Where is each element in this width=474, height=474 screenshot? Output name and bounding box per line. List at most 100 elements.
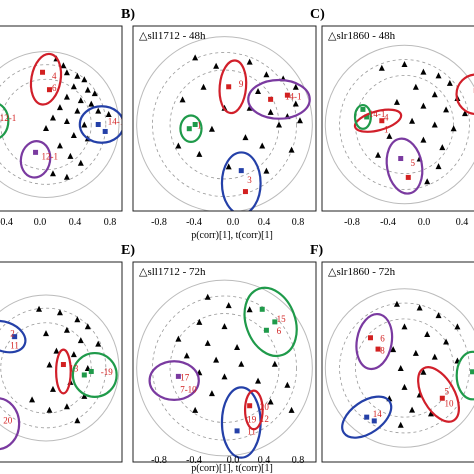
cluster-ellipse bbox=[353, 108, 403, 133]
triangle-point bbox=[49, 114, 56, 121]
outer-circle bbox=[136, 279, 313, 457]
point-label: 8 bbox=[380, 346, 385, 356]
square-point bbox=[375, 346, 381, 352]
panel-plot-area: 65314810 bbox=[324, 288, 474, 448]
x-axis-label: p(corr)[1], t(corr)[1] bbox=[191, 230, 273, 241]
point-label: 11 bbox=[247, 427, 256, 437]
triangle-point bbox=[95, 107, 102, 114]
triangle-point bbox=[234, 344, 241, 351]
x-tick-label: -0.8 bbox=[151, 455, 167, 466]
x-tick-label: -0.4 bbox=[186, 217, 202, 228]
triangle-point bbox=[427, 410, 434, 417]
triangle-point bbox=[435, 163, 442, 170]
cluster-ellipse bbox=[0, 397, 21, 451]
square-point bbox=[364, 414, 370, 420]
outer-circle bbox=[324, 288, 474, 448]
square-point bbox=[33, 149, 39, 155]
mid-dashed-circle bbox=[152, 295, 297, 441]
triangle-point bbox=[461, 110, 468, 117]
panel-plot-area: 9 14-1 1 3 bbox=[136, 36, 313, 211]
triangle-point bbox=[204, 293, 211, 300]
square-point bbox=[192, 122, 198, 127]
triangle-point bbox=[43, 124, 49, 131]
outer-circle bbox=[136, 36, 313, 211]
point-label: 20 bbox=[3, 416, 13, 426]
inner-dashed-circle bbox=[169, 69, 280, 180]
cluster-ellipse bbox=[148, 360, 200, 402]
triangle-point bbox=[63, 93, 70, 100]
triangle-point bbox=[81, 76, 88, 83]
panel-4: 2 13 -19 20 11 bbox=[0, 261, 123, 463]
triangle-point bbox=[443, 338, 450, 345]
triangle-point bbox=[431, 353, 438, 360]
triangle-point bbox=[393, 300, 400, 307]
triangle-point bbox=[200, 83, 207, 90]
triangle-point bbox=[192, 406, 199, 413]
triangle-point bbox=[196, 318, 203, 325]
triangle-point bbox=[70, 351, 77, 358]
panel-title: △slr1860 - 72h bbox=[328, 266, 396, 278]
triangle-point bbox=[246, 306, 253, 313]
square-point bbox=[263, 327, 269, 333]
square-point bbox=[367, 335, 373, 341]
x-tick-label: -0.4 bbox=[186, 455, 202, 466]
point-label: 15 bbox=[277, 314, 287, 324]
point-label: 5 bbox=[445, 386, 450, 396]
triangle-point bbox=[29, 396, 36, 403]
cluster-ellipse bbox=[385, 137, 424, 195]
triangle-point bbox=[255, 377, 262, 384]
square-point bbox=[102, 128, 108, 134]
square-point bbox=[268, 96, 274, 102]
triangle-point bbox=[420, 368, 427, 375]
x-tick-label: 0.0 bbox=[227, 455, 240, 466]
cluster-ellipse bbox=[71, 351, 118, 398]
panel-frame bbox=[0, 25, 123, 212]
square-point bbox=[234, 428, 240, 434]
triangle-point bbox=[267, 398, 274, 405]
panel-6: 65314810 bbox=[321, 261, 474, 463]
x-axis-label: p(corr)[1], t(corr)[1] bbox=[191, 463, 273, 474]
square-point bbox=[175, 373, 181, 379]
x-tick-label: 0.4 bbox=[69, 217, 82, 228]
triangle-point bbox=[63, 118, 70, 125]
point-label: 17 bbox=[180, 373, 190, 383]
square-point bbox=[259, 306, 265, 312]
point-label: 4 bbox=[384, 113, 389, 123]
inner-dashed-circle bbox=[354, 74, 455, 175]
cluster-ellipse bbox=[0, 103, 10, 139]
triangle-point bbox=[386, 132, 393, 139]
panel-letter: F) bbox=[310, 243, 324, 258]
point-label: 14-1 bbox=[285, 91, 302, 101]
triangle-point bbox=[412, 83, 419, 90]
x-tick-label: 0.0 bbox=[227, 217, 240, 228]
triangle-point bbox=[192, 54, 199, 61]
cluster-ellipse bbox=[355, 312, 394, 371]
triangle-point bbox=[183, 352, 190, 359]
triangle-point bbox=[292, 100, 299, 107]
cluster-ellipse bbox=[218, 59, 248, 115]
triangle-point bbox=[91, 90, 98, 97]
x-tick-label: 0.4 bbox=[258, 455, 271, 466]
square-point bbox=[226, 84, 232, 90]
point-label: 12-1 bbox=[0, 113, 16, 123]
triangle-point bbox=[63, 403, 70, 410]
triangle-point bbox=[412, 349, 419, 356]
triangle-point bbox=[204, 339, 211, 346]
triangle-point bbox=[74, 316, 81, 323]
square-point bbox=[364, 114, 370, 120]
cluster-ellipse bbox=[417, 366, 460, 423]
cluster-ellipse bbox=[19, 140, 52, 179]
panel-frame bbox=[132, 25, 317, 212]
cluster-ellipse bbox=[0, 319, 27, 354]
triangle-point bbox=[67, 152, 74, 159]
panel-3: 414-1511 bbox=[321, 25, 474, 212]
panel-frame bbox=[132, 261, 317, 463]
point-label: 14-1 bbox=[369, 109, 386, 119]
triangle-point bbox=[238, 360, 245, 367]
triangle-point bbox=[70, 83, 77, 90]
point-label: 6 bbox=[380, 334, 385, 344]
cluster-ellipse bbox=[220, 151, 262, 211]
panel-letter: E) bbox=[121, 243, 135, 258]
